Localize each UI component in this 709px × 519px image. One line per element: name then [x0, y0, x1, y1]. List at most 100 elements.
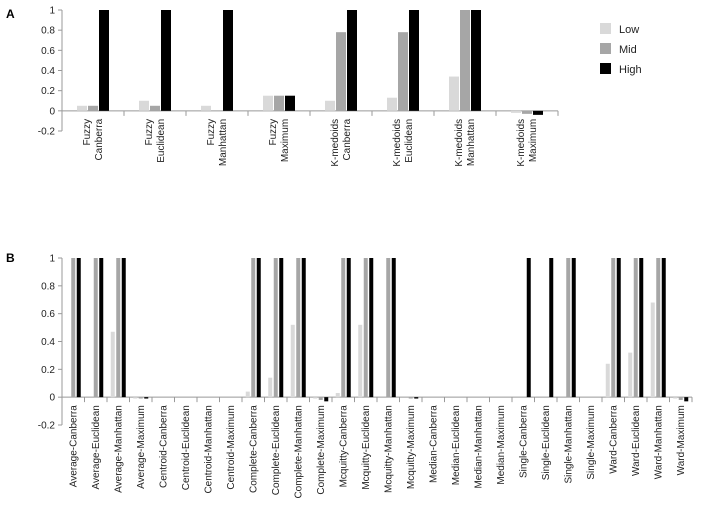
panel-a-category-label: Fuzzy — [206, 119, 217, 146]
panel-a-category-label: Maximum — [280, 119, 291, 162]
panel-a-category-label: Canberra — [94, 118, 105, 160]
panel-b-category-label: Mcquitty-Maximum — [406, 405, 417, 489]
legend: Low Mid High — [600, 23, 642, 76]
bar-complete-manhattan-low — [290, 324, 295, 398]
bar-complete-maximum-high — [324, 397, 329, 402]
panel-b-category-label: Average-Maximum — [136, 405, 147, 489]
bar-k-medoids-manhattan-low — [449, 76, 459, 111]
bar-mcquitty-euclidean-mid — [363, 258, 368, 398]
bar-mcquitty-manhattan-high — [391, 258, 396, 398]
bar-complete-manhattan-mid — [296, 258, 301, 398]
panel-a-category-label: Maximum — [528, 119, 539, 162]
bar-mcquitty-manhattan-mid — [386, 258, 391, 398]
legend-label-mid: Mid — [619, 44, 637, 56]
bar-complete-maximum-low — [313, 397, 318, 399]
bar-k-medoids-maximum-high — [533, 110, 543, 115]
bar-ward-maximum-high — [684, 397, 689, 402]
panel-b-y-tick-labels: 1 0.8 0.6 0.4 0.2 0 -0.2 — [38, 254, 56, 432]
legend-swatch-low — [600, 23, 611, 34]
legend-label-low: Low — [619, 24, 639, 36]
panel-a-category-label: K-medoids — [392, 119, 403, 167]
panel-a-category-label: Fuzzy — [268, 119, 279, 146]
panel-b-bars — [71, 258, 689, 402]
bar-fuzzy-euclidean-high — [161, 10, 171, 111]
panel-b-category-label: Average-Canberra — [69, 405, 80, 488]
panel-b-category-label: Average-Manhattan — [114, 405, 125, 493]
bar-complete-manhattan-high — [301, 258, 306, 398]
bar-k-medoids-maximum-low — [511, 110, 521, 113]
panel-a-y-tick-label: 0.2 — [41, 86, 55, 97]
panel-a-y-tick-label: 0 — [49, 106, 55, 117]
bar-ward-maximum-low — [673, 397, 678, 399]
panel-b-category-label: Median-Manhattan — [474, 405, 485, 488]
panel-a-x-tick-labels: Fuzzy Canberra Fuzzy Euclidean Fuzzy Manhatta… — [82, 118, 539, 166]
bar-ward-maximum-mid — [678, 397, 683, 400]
bar-ward-manhattan-high — [661, 258, 666, 398]
panel-a-letter: A — [6, 7, 15, 21]
bar-average-manhattan-mid — [116, 258, 121, 398]
bar-fuzzy-canberra-low — [77, 105, 87, 111]
bar-fuzzy-maximum-high — [285, 95, 295, 111]
bar-complete-euclidean-mid — [273, 258, 278, 398]
bar-average-manhattan-low — [110, 331, 115, 398]
bar-fuzzy-canberra-mid — [88, 105, 98, 111]
bar-complete-canberra-mid — [251, 258, 256, 398]
bar-fuzzy-canberra-high — [99, 10, 109, 111]
bar-mcquitty-canberra-low — [335, 392, 340, 398]
panel-b-x-tick-labels: Average-Canberra Average-Euclidean Average… — [69, 405, 688, 499]
panel-b-category-label: Ward-Canberra — [609, 405, 620, 474]
panel-a-category-label: K-medoids — [330, 119, 341, 167]
bar-k-medoids-euclidean-mid — [398, 32, 408, 111]
panel-b-category-label: Centroid-Euclidean — [181, 405, 192, 490]
bar-fuzzy-maximum-mid — [274, 95, 284, 111]
bar-average-maximum-high — [144, 397, 149, 399]
bar-ward-manhattan-low — [650, 302, 655, 398]
bar-single-manhattan-high — [571, 258, 576, 398]
bar-k-medoids-euclidean-low — [387, 97, 397, 111]
panel-a-y-tick-label: 0.8 — [41, 26, 55, 37]
panel-a-category-label: K-medoids — [454, 119, 465, 167]
bar-k-medoids-maximum-mid — [522, 110, 532, 114]
bar-k-medoids-canberra-mid — [336, 32, 346, 111]
bar-ward-euclidean-mid — [633, 258, 638, 398]
panel-b-category-label: Ward-Euclidean — [631, 405, 642, 476]
bar-mcquitty-euclidean-low — [358, 324, 363, 398]
bar-average-canberra-mid — [71, 258, 76, 398]
panel-b-axes — [58, 257, 693, 426]
bar-average-manhattan-high — [121, 258, 126, 398]
panel-a-category-label: Manhattan — [218, 119, 229, 166]
panel-a-axes — [58, 9, 559, 132]
panel-b-chart: B 10.80.60.40.20-0.2 Average-Canberra Ave… — [6, 251, 693, 499]
panel-b-category-label: Complete-Manhattan — [294, 405, 305, 498]
panel-a-category-label: Manhattan — [466, 119, 477, 166]
bar-complete-euclidean-low — [268, 377, 273, 398]
panel-b-category-label: Median-Euclidean — [451, 405, 462, 485]
bar-mcquitty-canberra-mid — [341, 258, 346, 398]
panel-b-y-tick-label: 0.8 — [41, 281, 55, 292]
panel-b-category-label: Complete-Euclidean — [271, 405, 282, 495]
bar-k-medoids-manhattan-high — [471, 10, 481, 111]
bar-average-maximum-low — [133, 397, 138, 399]
bar-k-medoids-manhattan-mid — [460, 10, 470, 111]
bar-k-medoids-canberra-low — [325, 100, 335, 111]
panel-a-category-label: Euclidean — [404, 119, 415, 163]
panel-a-category-label: Fuzzy — [144, 119, 155, 146]
bar-fuzzy-euclidean-low — [139, 100, 149, 111]
legend-swatch-mid — [600, 43, 611, 54]
panel-a-y-tick-label: -0.2 — [38, 127, 56, 138]
panel-a-category-label: Canberra — [342, 118, 353, 160]
bar-complete-euclidean-high — [279, 258, 284, 398]
bar-single-manhattan-mid — [566, 258, 571, 398]
bar-average-euclidean-mid — [93, 258, 98, 398]
panel-a-bars — [77, 10, 543, 115]
panel-b-letter: B — [6, 251, 15, 265]
bar-average-euclidean-high — [99, 258, 104, 398]
bar-ward-canberra-high — [616, 258, 621, 398]
panel-b-y-tick-label: 0.2 — [41, 365, 55, 376]
panel-a-y-tick-label: 0.4 — [41, 66, 55, 77]
panel-b-category-label: Single-Euclidean — [541, 405, 552, 480]
panel-b-category-label: Mcquitty-Manhattan — [384, 405, 395, 493]
legend-swatch-high — [600, 63, 611, 74]
panel-a-y-tick-label: 1 — [49, 6, 55, 17]
